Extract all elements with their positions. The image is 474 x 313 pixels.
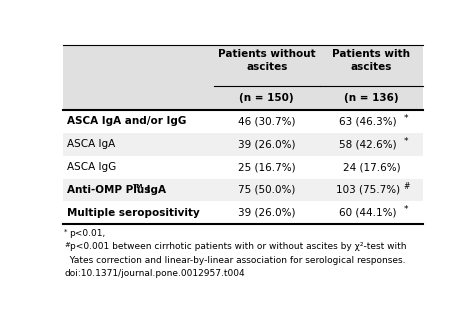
Bar	[63, 178, 423, 202]
Text: #: #	[64, 243, 70, 249]
Text: 46 (30.7%): 46 (30.7%)	[238, 116, 296, 126]
Text: Patients without
ascites: Patients without ascites	[218, 49, 316, 72]
Text: p<0.01,: p<0.01,	[70, 229, 106, 238]
Text: ASCA IgA and/or IgG: ASCA IgA and/or IgG	[66, 116, 186, 126]
Bar	[63, 133, 423, 156]
Text: 60 (44.1%): 60 (44.1%)	[339, 208, 397, 218]
Text: 24 (17.6%): 24 (17.6%)	[343, 162, 401, 172]
Text: #: #	[404, 182, 410, 191]
Bar	[63, 45, 423, 86]
Text: ASCA IgG: ASCA IgG	[66, 162, 116, 172]
Text: 25 (16.7%): 25 (16.7%)	[238, 162, 296, 172]
Text: p<0.001 between cirrhotic patients with or without ascites by χ²-test with: p<0.001 between cirrhotic patients with …	[70, 243, 406, 251]
Bar	[63, 202, 423, 224]
Text: ASCA IgA: ASCA IgA	[66, 139, 115, 149]
Bar	[63, 110, 423, 133]
Text: 39 (26.0%): 39 (26.0%)	[238, 208, 296, 218]
Text: *: *	[404, 114, 408, 123]
Bar	[63, 156, 423, 178]
Text: 63 (46.3%): 63 (46.3%)	[339, 116, 397, 126]
Text: (n = 150): (n = 150)	[239, 93, 294, 103]
Text: doi:10.1371/journal.pone.0012957.t004: doi:10.1371/journal.pone.0012957.t004	[64, 269, 245, 278]
Text: *: *	[404, 136, 408, 146]
Text: 75 (50.0%): 75 (50.0%)	[238, 185, 295, 195]
Bar	[63, 86, 423, 110]
Text: Multiple seropositivity: Multiple seropositivity	[66, 208, 200, 218]
Text: *: *	[404, 205, 408, 214]
Text: Yates correction and linear-by-linear association for serological responses.: Yates correction and linear-by-linear as…	[64, 256, 406, 265]
Text: 103 (75.7%): 103 (75.7%)	[336, 185, 400, 195]
Text: (n = 136): (n = 136)	[344, 93, 399, 103]
Text: 39 (26.0%): 39 (26.0%)	[238, 139, 296, 149]
Text: *: *	[64, 229, 67, 235]
Text: 58 (42.6%): 58 (42.6%)	[339, 139, 397, 149]
Text: Patients with
ascites: Patients with ascites	[332, 49, 410, 72]
Text: IgA: IgA	[143, 185, 166, 195]
Text: Anti-OMP Plus: Anti-OMP Plus	[66, 185, 150, 195]
Text: TM: TM	[132, 184, 143, 189]
